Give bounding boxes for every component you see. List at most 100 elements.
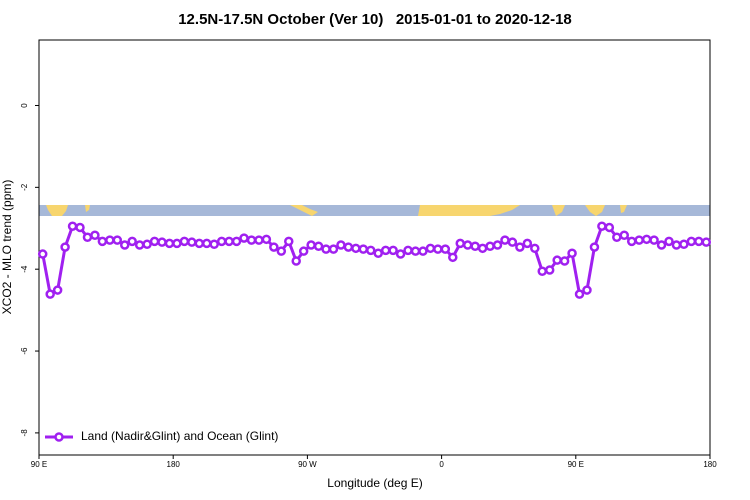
data-point	[619, 230, 630, 240]
data-point	[366, 245, 376, 256]
data-point	[388, 245, 398, 256]
data-point	[567, 248, 577, 258]
data-point	[641, 234, 652, 245]
data-point	[530, 243, 540, 254]
data-point	[626, 236, 637, 247]
data-point	[97, 236, 108, 247]
data-point	[671, 240, 682, 250]
data-point	[380, 245, 391, 256]
x-tick-label: 90 E	[568, 460, 584, 469]
data-point	[410, 246, 421, 256]
data-point	[37, 249, 48, 259]
data-point	[470, 241, 480, 252]
data-point	[373, 248, 383, 258]
data-point	[574, 289, 585, 299]
data-point	[559, 256, 570, 266]
legend-marker	[54, 432, 64, 442]
x-tick-label: 180	[167, 460, 181, 469]
series-line	[41, 224, 707, 297]
x-tick-label: 0	[439, 460, 444, 469]
data-point	[216, 236, 227, 247]
data-point	[172, 238, 182, 249]
data-point	[351, 243, 361, 254]
data-point	[336, 240, 346, 250]
data-point	[597, 221, 607, 231]
data-point	[701, 237, 712, 247]
data-point	[418, 246, 428, 256]
data-point	[552, 255, 562, 265]
data-point	[45, 289, 55, 299]
data-point	[239, 233, 249, 243]
data-point	[60, 242, 70, 252]
data-point	[179, 236, 190, 247]
data-point	[537, 266, 547, 276]
data-point	[321, 244, 331, 254]
y-tick-label: 0	[20, 103, 29, 108]
data-point	[112, 235, 123, 245]
data-point	[433, 244, 443, 254]
data-point	[202, 238, 212, 249]
x-tick-label: 90 E	[31, 460, 47, 469]
data-point	[492, 240, 503, 250]
data-point	[105, 235, 115, 245]
data-point	[82, 232, 93, 243]
data-point	[403, 245, 413, 256]
x-axis-label: Longitude (deg E)	[327, 476, 422, 490]
data-point	[500, 235, 510, 245]
data-point	[313, 241, 324, 252]
data-point	[462, 240, 473, 250]
y-tick-label: -6	[20, 347, 29, 355]
land-areas	[46, 205, 627, 216]
y-tick-label: -2	[20, 183, 29, 191]
data-point	[694, 236, 704, 247]
data-point	[664, 236, 674, 247]
data-point	[485, 241, 495, 252]
data-point	[544, 265, 555, 275]
data-point	[209, 239, 219, 249]
data-point	[127, 236, 137, 247]
data-point	[298, 246, 309, 256]
data-point	[52, 285, 63, 295]
data-point	[149, 236, 160, 247]
data-point	[507, 237, 518, 247]
data-point	[164, 238, 175, 249]
plot-frame	[38, 39, 711, 456]
data-point	[589, 242, 600, 252]
data-point	[157, 237, 167, 247]
data-point	[582, 285, 592, 295]
data-point	[612, 232, 622, 243]
data-point	[90, 230, 100, 240]
y-axis-label: XCO2 - MLO trend (ppm)	[0, 180, 14, 315]
data-point	[634, 235, 644, 245]
data-point	[142, 239, 152, 249]
data-point	[477, 243, 488, 254]
data-point	[194, 238, 205, 249]
data-point	[261, 234, 272, 245]
y-tick-label: -4	[20, 265, 29, 273]
data-point	[656, 240, 667, 250]
data-point	[67, 221, 78, 231]
data-point	[231, 236, 242, 247]
data-point	[679, 239, 689, 249]
data-point	[448, 252, 458, 263]
data-point	[440, 244, 451, 254]
ocean-band	[39, 205, 710, 216]
data-point	[328, 244, 339, 254]
data-point	[246, 235, 257, 245]
data-point	[522, 238, 533, 249]
data-point	[187, 237, 197, 247]
data-point	[395, 249, 406, 259]
data-point	[343, 242, 354, 252]
data-point	[515, 242, 525, 252]
legend-label: Land (Nadir&Glint) and Ocean (Glint)	[81, 429, 278, 443]
data-point	[358, 244, 369, 254]
data-point	[75, 222, 85, 233]
data-point	[284, 236, 294, 247]
x-tick-label: 180	[703, 460, 717, 469]
data-point	[254, 235, 264, 245]
data-point	[224, 236, 234, 247]
data-point	[686, 236, 697, 247]
data-point	[604, 222, 615, 233]
